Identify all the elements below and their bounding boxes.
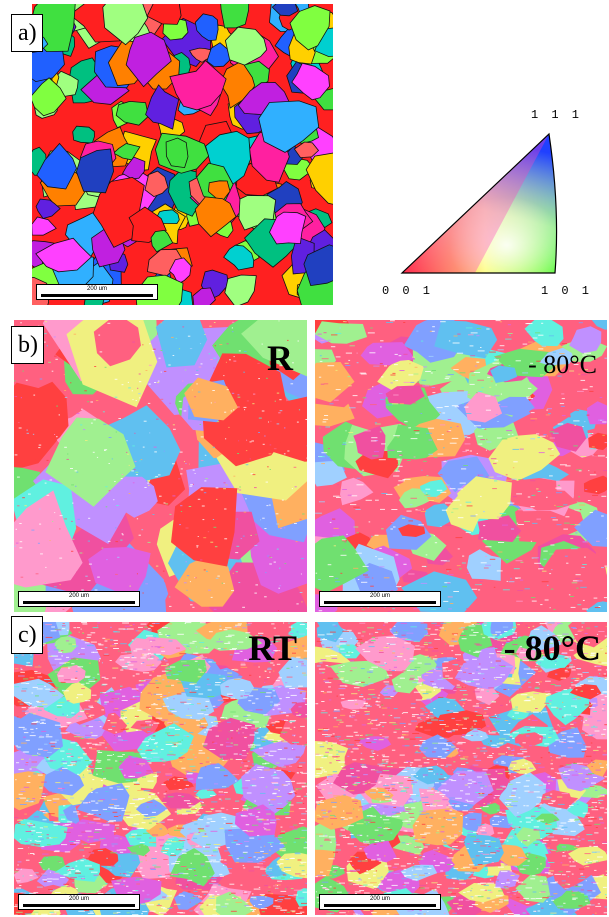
scale-bar-c-right: 200 um — [319, 894, 441, 910]
scale-bar-text: 200 um — [68, 593, 89, 599]
scale-bar-text: 200 um — [369, 593, 390, 599]
ebsd-map-c-left: RT 200 um — [14, 622, 307, 915]
scale-bar-c-left: 200 um — [18, 894, 140, 910]
panel-label-c: c) — [11, 616, 43, 654]
ipf-label-101: 1 0 1 — [541, 284, 593, 298]
scale-bar-text: 200 um — [369, 896, 390, 902]
scale-bar-text: 200 um — [68, 896, 89, 902]
condition-label: - 80°C — [528, 350, 597, 379]
scale-bar-b-right: 200 um — [319, 591, 441, 607]
condition-label: - 80°C — [503, 628, 601, 668]
ebsd-map-a: 200 um — [32, 4, 333, 305]
ebsd-map-b-left: R 200 um — [14, 320, 307, 612]
panel-label-b: b) — [11, 326, 44, 364]
ipf-label-001: 0 0 1 — [382, 284, 434, 298]
ipf-color-key — [395, 128, 575, 278]
ebsd-map-c-right: - 80°C 200 um — [315, 622, 607, 915]
ebsd-map-b-right: - 80°C 200 um — [315, 320, 607, 612]
scale-bar-b-left: 200 um — [18, 591, 140, 607]
scale-bar-text: 200 um — [86, 286, 107, 292]
condition-label: RT — [248, 628, 297, 668]
condition-label: R — [267, 338, 293, 378]
ipf-label-111: 1 1 1 — [531, 108, 583, 122]
panel-label-a: a) — [11, 14, 43, 52]
scale-bar-a: 200 um — [36, 284, 158, 300]
